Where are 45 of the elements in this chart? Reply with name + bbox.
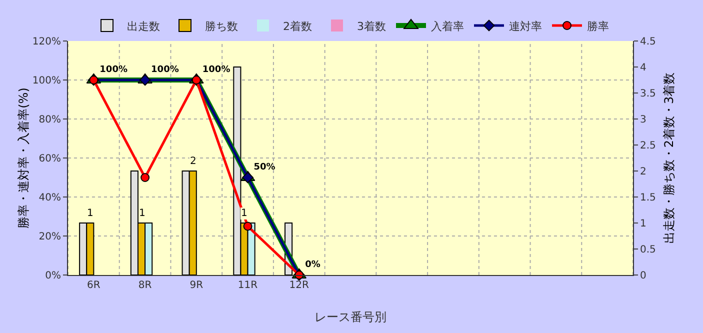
y2-tick-label: 4.5: [640, 36, 656, 48]
legend-label: 出走数: [127, 20, 160, 33]
point: [243, 222, 252, 231]
y2-tick-label: 0.5: [640, 244, 656, 256]
data-label: 100%: [151, 64, 179, 75]
y2-tick-label: 2.5: [640, 140, 656, 152]
data-label: 1: [139, 208, 146, 219]
data-label: 1: [241, 208, 248, 219]
legend-label: 連対率: [509, 20, 542, 33]
y-tick-label: 100%: [32, 76, 61, 86]
legend-label: 3着数: [357, 20, 386, 33]
y-tick-label: 0%: [45, 270, 61, 282]
data-label: 0%: [305, 260, 320, 270]
y-tick-label: 60%: [38, 154, 61, 164]
data-label: 100%: [100, 64, 128, 75]
y2-axis-title: 出走数・勝ち数・2着数・3着数: [662, 72, 676, 244]
y-axis-title: 勝率・連対率・入着率(%): [16, 88, 30, 228]
y-tick-label: 20%: [38, 232, 61, 242]
x-tick-label: 11R: [238, 280, 258, 291]
y-tick-label: 80%: [38, 114, 61, 126]
point: [140, 173, 150, 182]
data-label: 2: [190, 156, 196, 167]
data-label: 50%: [254, 162, 276, 172]
y2-tick-label: 0: [640, 270, 646, 282]
legend-label: 勝ち数: [205, 20, 238, 33]
point: [139, 74, 151, 86]
y2-tick-label: 3.5: [640, 88, 656, 100]
x-tick-label: 12R: [289, 280, 310, 291]
data-label: 100%: [202, 64, 230, 75]
x-tick-label: 8R: [138, 280, 152, 291]
y-tick-label: 40%: [38, 192, 61, 204]
point: [242, 172, 254, 184]
legend-label: 勝率: [587, 20, 609, 33]
x-tick-label: 6R: [87, 280, 100, 291]
data-label: 1: [87, 208, 94, 219]
x-axis-title: レース番号別: [314, 310, 386, 324]
legend-label: 2着数: [283, 20, 312, 33]
y-tick-label: 120%: [32, 36, 61, 48]
y2-tick-label: 3: [640, 114, 646, 126]
y2-tick-label: 1: [640, 218, 646, 230]
legend-label: 入着率: [431, 20, 464, 33]
y2-tick-label: 2: [640, 166, 646, 178]
x-tick-label: 9R: [190, 280, 204, 291]
y2-tick-label: 1.5: [640, 192, 656, 204]
y2-tick-label: 4: [640, 62, 646, 74]
